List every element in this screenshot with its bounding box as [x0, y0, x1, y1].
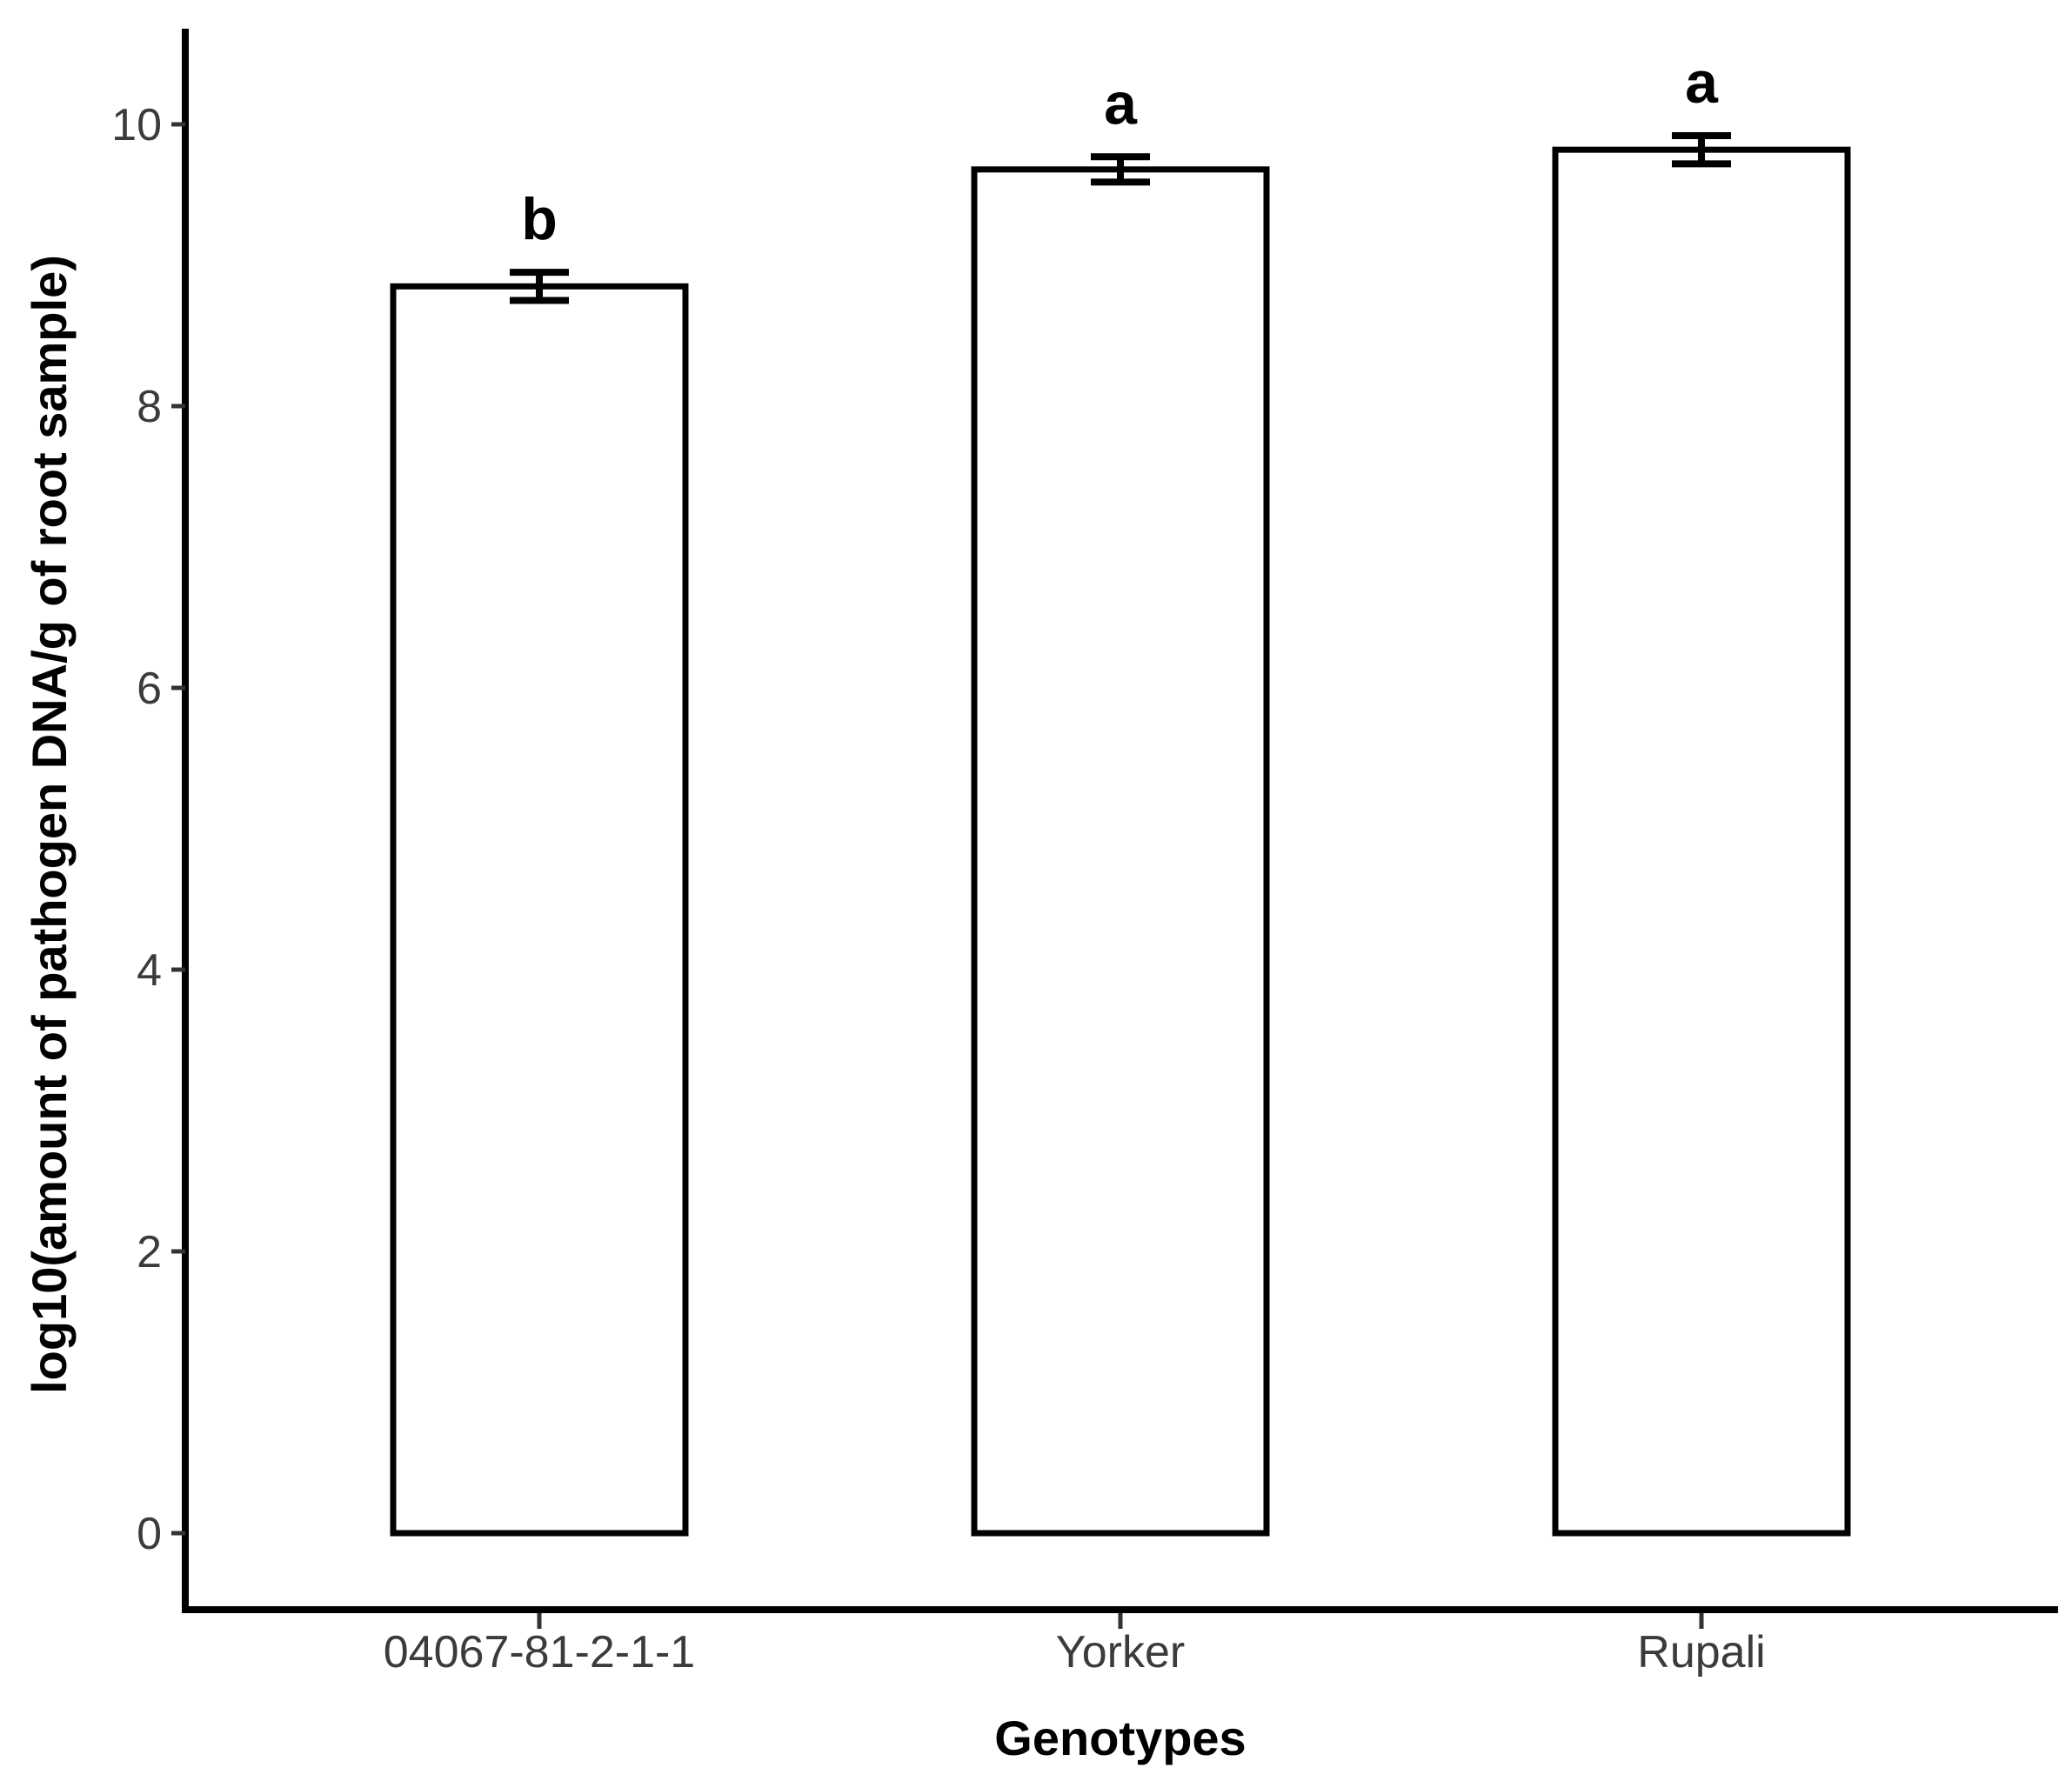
- x-tick-label: Rupali: [1637, 1627, 1765, 1678]
- significance-letter-3: a: [1685, 50, 1719, 116]
- x-axis-title: Genotypes: [994, 1711, 1246, 1765]
- bar-3: [1552, 146, 1851, 1537]
- significance-letter-2: a: [1104, 70, 1138, 137]
- y-tick-label: 4: [137, 945, 162, 996]
- y-tick-label: 6: [137, 664, 162, 714]
- significance-letter-1: b: [521, 186, 558, 252]
- bar-1: [390, 283, 689, 1537]
- error-bar-3: [1672, 131, 1731, 168]
- x-tick-label: 04067-81-2-1-1: [384, 1627, 695, 1678]
- y-tick-label: 10: [111, 100, 162, 150]
- y-tick-label: 2: [137, 1227, 162, 1277]
- y-tick-label: 0: [137, 1509, 162, 1559]
- y-tick-label: 8: [137, 382, 162, 432]
- axes: 0 2 4 6 8 10 04067-81-2-1-1 Yorker Rupali: [111, 29, 2058, 1678]
- plot-area: b a a: [390, 50, 1851, 1537]
- error-bar-1: [510, 269, 569, 304]
- y-axis-title: log10(amount of pathogen DNA/g of root s…: [22, 255, 77, 1394]
- x-tick-label: Yorker: [1056, 1627, 1185, 1678]
- bar-2: [971, 166, 1270, 1537]
- error-bar-2: [1091, 153, 1150, 186]
